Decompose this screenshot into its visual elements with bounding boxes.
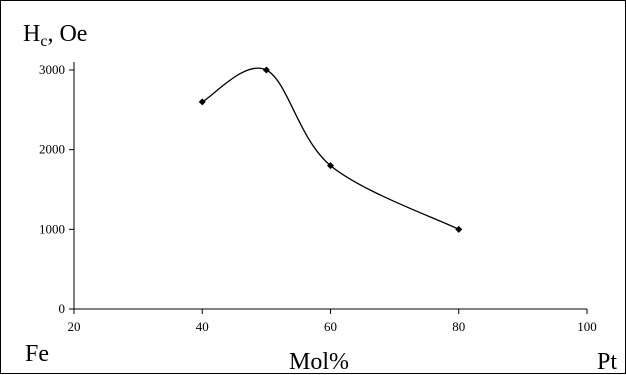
ticks-group: 0 1000 2000 3000 20 40 60 80 100 [39, 62, 597, 334]
x-tick-label: 100 [577, 319, 597, 334]
y-tick-label: 3000 [39, 62, 65, 77]
series-line [201, 67, 460, 230]
axes-group [73, 62, 587, 310]
data-point-marker [455, 225, 463, 233]
x-tick-label: 80 [452, 319, 465, 334]
x-axis-label: Mol% [289, 349, 349, 375]
x-tick-label: 20 [68, 319, 81, 334]
data-point-marker [262, 66, 270, 74]
x-tick-label: 40 [196, 319, 209, 334]
y-tick-label: 2000 [39, 142, 65, 157]
data-point-marker [327, 162, 334, 170]
y-axis-label: Hc, Oe [23, 21, 87, 50]
x-left-label: Fe [25, 341, 49, 367]
y-tick-label: 1000 [39, 221, 65, 236]
data-point-marker [198, 98, 206, 106]
series-group [198, 66, 463, 233]
y-tick-label: 0 [59, 301, 66, 316]
x-tick-label: 60 [324, 319, 337, 334]
x-right-label: Pt [597, 349, 617, 375]
